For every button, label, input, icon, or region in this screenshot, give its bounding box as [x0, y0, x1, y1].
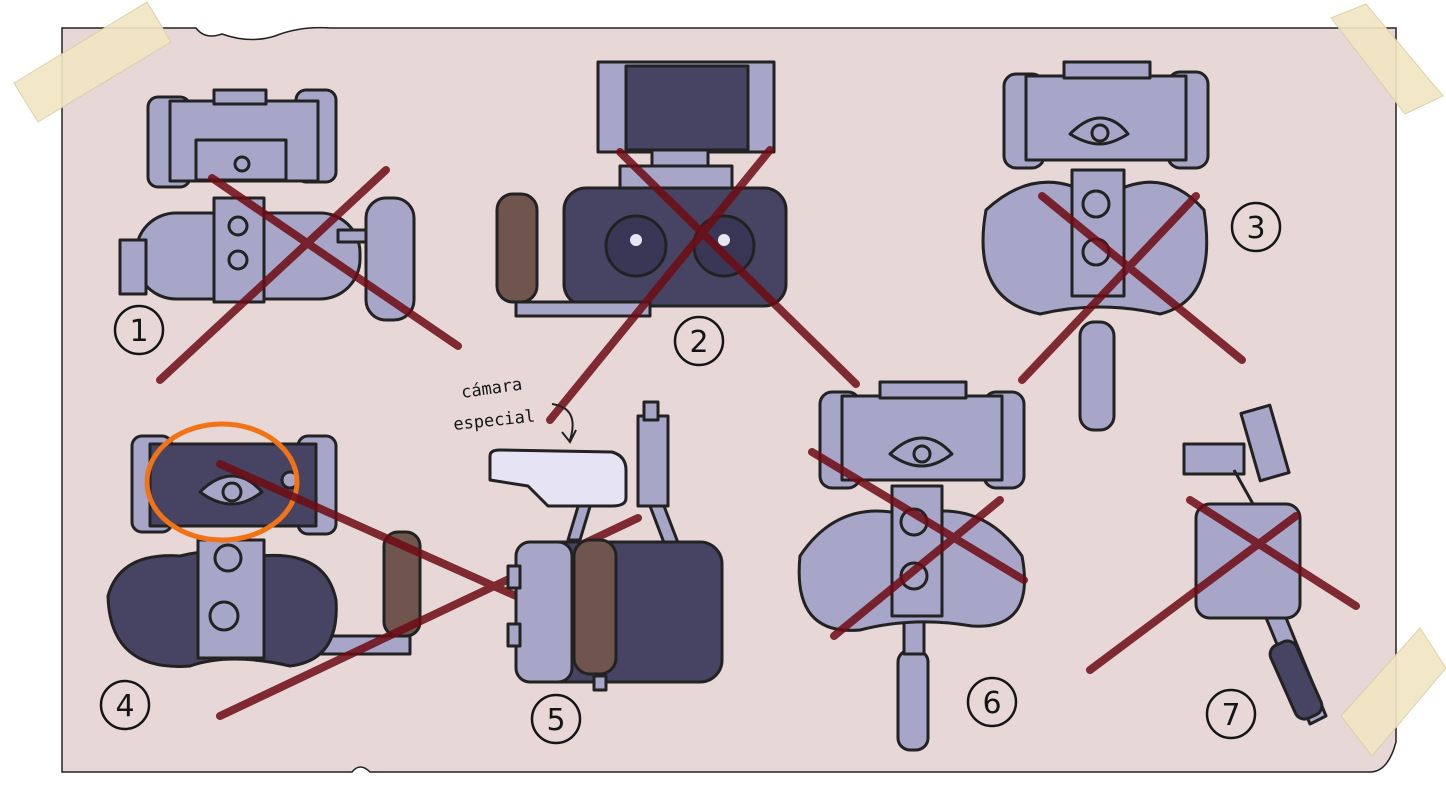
sketch-number-labels: 1 2 3 4 5 6 7 — [99, 201, 1282, 745]
number-2-circle — [673, 315, 725, 367]
sketch-5-special-camera-rig — [488, 400, 724, 692]
number-3-label: 3 — [1246, 211, 1265, 246]
number-4-label: 4 — [115, 689, 134, 724]
number-5-circle — [530, 693, 582, 745]
number-4-circle — [99, 679, 151, 731]
sketch-7-cross-mark — [1086, 496, 1360, 674]
number-1-label: 1 — [129, 314, 148, 349]
sketch-2-cross-mark — [546, 146, 860, 424]
number-2-label: 2 — [689, 325, 708, 360]
number-6-circle — [966, 676, 1018, 728]
tape-strip — [13, 1, 1446, 757]
sketch-3-cross-mark — [1018, 192, 1246, 384]
number-1-circle — [113, 304, 165, 356]
number-5-label: 5 — [546, 703, 565, 738]
sketch-1-camera-rig — [118, 88, 416, 322]
annotation-arrow-icon — [551, 403, 577, 444]
sketch-6-cross-mark — [808, 448, 1028, 640]
number-7-label: 7 — [1221, 698, 1240, 733]
number-3-circle — [1230, 201, 1282, 253]
sketch-2-headset-rig — [495, 60, 788, 318]
number-6-label: 6 — [982, 686, 1001, 721]
number-7-circle — [1205, 688, 1257, 740]
sketch-1-cross-mark — [156, 166, 462, 384]
sketch-4-highlight-circle — [144, 421, 300, 543]
